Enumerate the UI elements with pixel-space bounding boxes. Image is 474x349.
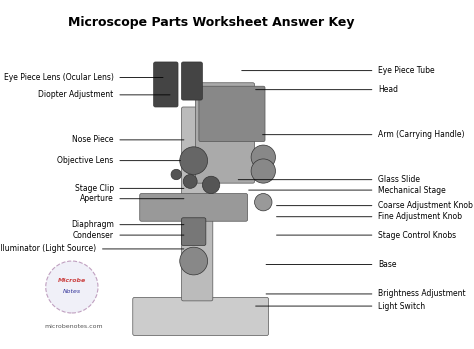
Circle shape [180, 247, 208, 275]
Text: Condenser: Condenser [73, 231, 114, 240]
Circle shape [251, 159, 275, 183]
Text: Diopter Adjustment: Diopter Adjustment [38, 90, 114, 99]
Text: Illuminator (Light Source): Illuminator (Light Source) [0, 244, 96, 253]
FancyBboxPatch shape [154, 62, 178, 107]
Text: Diaphragm: Diaphragm [71, 220, 114, 229]
Text: Microscope Parts Worksheet Answer Key: Microscope Parts Worksheet Answer Key [68, 16, 355, 29]
Circle shape [202, 176, 220, 194]
FancyBboxPatch shape [199, 86, 265, 142]
Text: Eye Piece Lens (Ocular Lens): Eye Piece Lens (Ocular Lens) [4, 73, 114, 82]
Text: Coarse Adjustment Knob: Coarse Adjustment Knob [378, 201, 473, 210]
Text: Stage Control Knobs: Stage Control Knobs [378, 231, 456, 240]
FancyBboxPatch shape [133, 297, 268, 335]
Text: microbenotes.com: microbenotes.com [44, 324, 103, 329]
Text: Brightness Adjustment: Brightness Adjustment [378, 289, 466, 298]
FancyBboxPatch shape [182, 218, 206, 245]
Text: Base: Base [378, 260, 397, 269]
Circle shape [183, 174, 197, 188]
FancyBboxPatch shape [182, 62, 202, 100]
Text: Arm (Carrying Handle): Arm (Carrying Handle) [378, 130, 465, 139]
Circle shape [251, 145, 275, 169]
Text: Glass Slide: Glass Slide [378, 175, 420, 184]
Text: Microbe: Microbe [58, 277, 86, 283]
Circle shape [46, 261, 98, 313]
FancyBboxPatch shape [195, 83, 255, 183]
Text: Eye Piece Tube: Eye Piece Tube [378, 66, 435, 75]
Text: Nose Piece: Nose Piece [72, 135, 114, 144]
Text: Aperture: Aperture [80, 194, 114, 203]
Text: Stage Clip: Stage Clip [74, 184, 114, 193]
Circle shape [171, 169, 182, 180]
Text: Notes: Notes [63, 289, 81, 294]
Text: Fine Adjustment Knob: Fine Adjustment Knob [378, 212, 462, 221]
FancyBboxPatch shape [140, 194, 247, 221]
Circle shape [255, 194, 272, 211]
Circle shape [180, 147, 208, 174]
Text: Light Switch: Light Switch [378, 302, 425, 311]
Text: Head: Head [378, 85, 398, 94]
Text: Objective Lens: Objective Lens [57, 156, 114, 165]
FancyBboxPatch shape [182, 107, 213, 301]
Text: Mechanical Stage: Mechanical Stage [378, 186, 446, 195]
